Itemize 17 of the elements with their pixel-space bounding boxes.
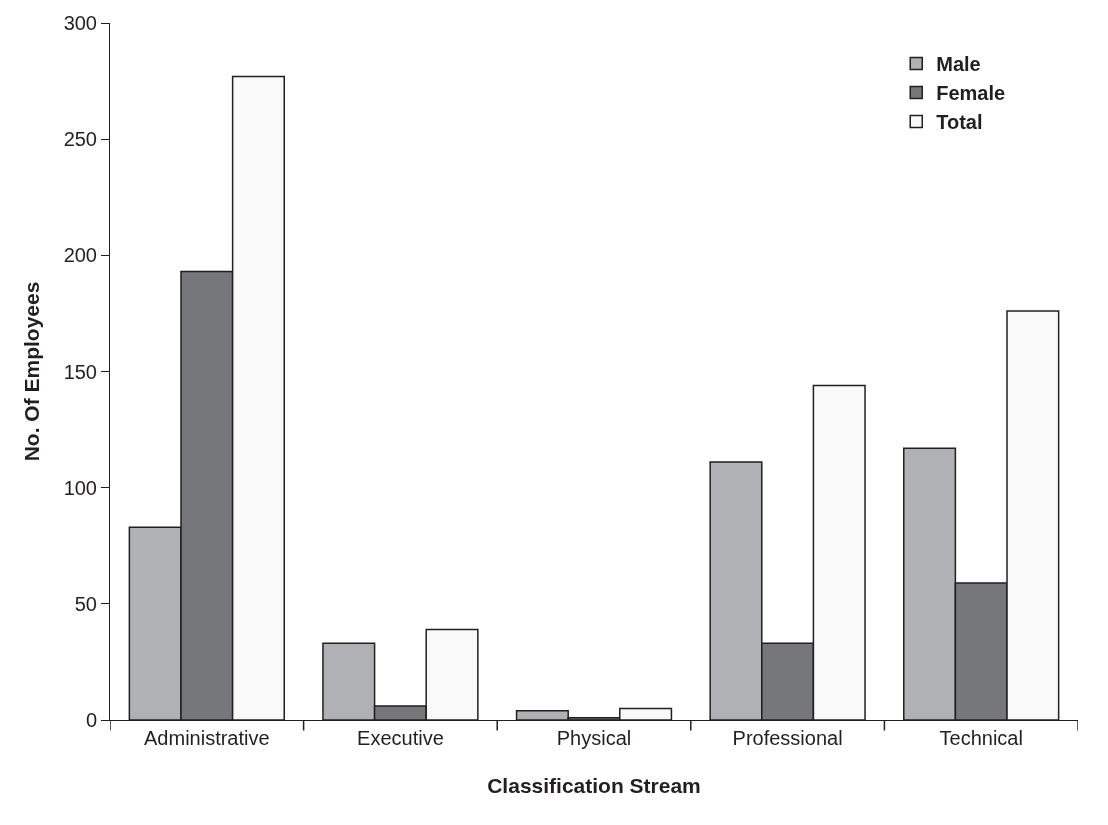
y-tick-label: 250 (63, 128, 97, 151)
y-tick-label: 0 (85, 709, 97, 731)
x-tick-label: Professional (732, 727, 843, 749)
legend-label: Total (936, 111, 983, 134)
y-tick-label: 50 (74, 592, 97, 615)
y-tick-label: 100 (63, 476, 97, 499)
x-tick-label: Technical (939, 727, 1023, 749)
legend-label: Male (936, 53, 981, 76)
x-tick-label: Administrative (144, 727, 270, 749)
x-tick-label: Executive (357, 727, 444, 749)
y-tick-label: 150 (63, 360, 97, 383)
y-tick-label: 200 (63, 244, 97, 267)
x-tick-label: Physical (556, 727, 632, 749)
x-axis-title: Classification Stream (487, 774, 701, 797)
legend-label: Female (936, 82, 1006, 105)
y-tick-label: 300 (63, 12, 97, 34)
y-axis-title: No. Of Employees (19, 281, 43, 462)
